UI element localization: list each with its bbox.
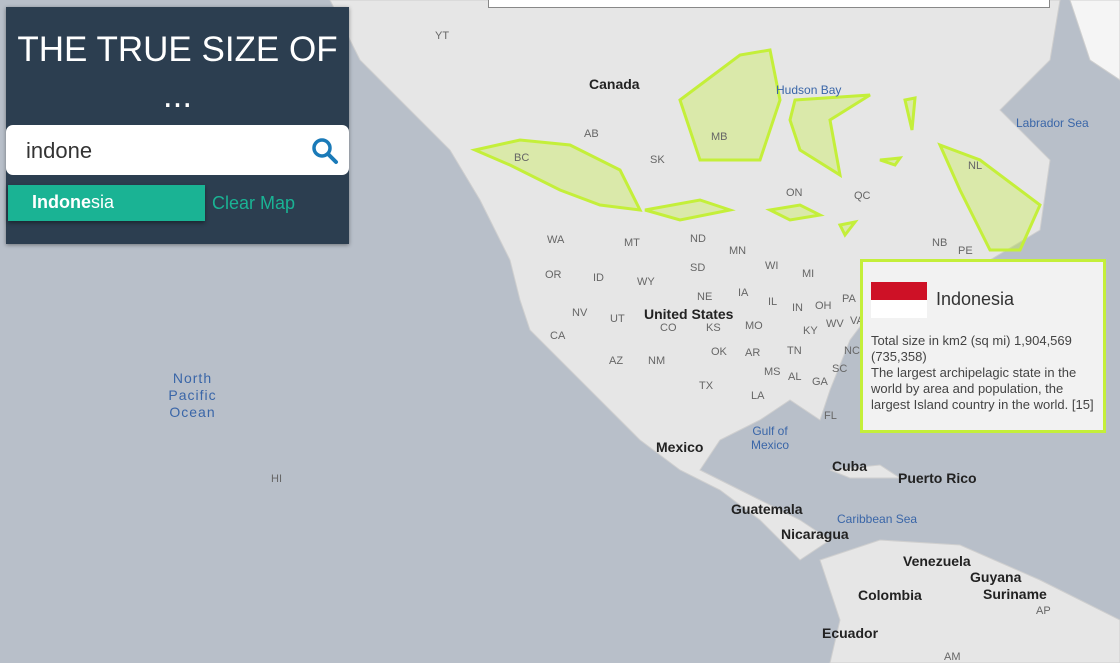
map-label: TN xyxy=(787,345,802,357)
map-label: NE xyxy=(697,291,713,303)
map-label: GA xyxy=(812,376,828,388)
map-label: UT xyxy=(610,313,625,325)
map-label: PA xyxy=(842,293,856,305)
suggestion-match: Indone xyxy=(32,192,91,212)
map-label: Gulf of Mexico xyxy=(750,424,789,452)
map-label: MT xyxy=(624,237,640,249)
map-label: PE xyxy=(958,245,973,257)
map-label: OK xyxy=(711,346,727,358)
map-label: TX xyxy=(699,380,714,392)
map-label: Caribbean Sea xyxy=(837,512,918,526)
map-label: QC xyxy=(854,190,871,202)
search-icon[interactable] xyxy=(311,137,339,165)
search-box xyxy=(6,125,349,175)
map-label: Ecuador xyxy=(822,625,879,641)
search-input[interactable] xyxy=(24,135,308,167)
java-shape xyxy=(644,198,736,222)
map-label: Hudson Bay xyxy=(776,83,842,97)
map-label: KY xyxy=(803,325,818,337)
map-label: FL xyxy=(824,410,837,422)
map-label: Puerto Rico xyxy=(898,470,977,486)
map-label: OR xyxy=(545,269,562,281)
map-label: YT xyxy=(435,30,450,42)
map-label: Cuba xyxy=(832,458,867,474)
map-label: AB xyxy=(584,128,599,140)
map-label: North Pacific Ocean xyxy=(168,370,217,420)
map-label: Mexico xyxy=(656,439,704,455)
suggestion-rest: sia xyxy=(91,192,115,212)
map-label: AM xyxy=(944,651,961,663)
map-label: NL xyxy=(968,160,983,172)
map-label: BC xyxy=(514,152,530,164)
map-label: Nicaragua xyxy=(781,526,849,542)
map-label: United States xyxy=(644,306,734,322)
map-label: MS xyxy=(764,366,781,378)
map-label: ON xyxy=(786,187,803,199)
map-label: Venezuela xyxy=(903,553,971,569)
map-label: LA xyxy=(751,390,765,402)
greenland-land xyxy=(1069,0,1120,81)
indonesia-flag-icon xyxy=(871,282,927,318)
map-label: Labrador Sea xyxy=(1016,116,1089,130)
map-label: WA xyxy=(547,234,565,246)
map-label: ND xyxy=(690,233,706,245)
map-label: MI xyxy=(802,268,815,280)
map-label: NB xyxy=(932,237,948,249)
cuba-land xyxy=(829,464,902,479)
top-overlay-box xyxy=(488,0,1050,8)
app-title: THE TRUE SIZE OF ... xyxy=(17,30,338,115)
north-america-land xyxy=(329,0,1061,561)
map-label: AP xyxy=(1036,605,1051,617)
suggestion-indonesia[interactable]: Indonesia xyxy=(8,185,205,221)
map-label: NV xyxy=(572,307,588,319)
info-country-name: Indonesia xyxy=(936,289,1015,309)
map-label: MB xyxy=(711,131,728,143)
map-label: ID xyxy=(593,272,604,284)
sumatra-shape xyxy=(470,138,643,212)
papua-shape xyxy=(937,142,1042,252)
map-label: SD xyxy=(690,262,706,274)
map-label: Guyana xyxy=(970,569,1022,585)
map-label: Guatemala xyxy=(731,501,803,517)
map-label: Canada xyxy=(589,76,640,92)
south-america-land xyxy=(819,539,1120,663)
map-label: WI xyxy=(765,260,779,272)
map-label: CA xyxy=(550,330,566,342)
islands-shape xyxy=(765,96,917,238)
map-label: MO xyxy=(745,320,763,332)
map-label: CO xyxy=(660,322,677,334)
map-label: IL xyxy=(768,296,778,308)
map-label: Suriname xyxy=(983,586,1047,602)
map-label: IA xyxy=(738,287,749,299)
info-size: Total size in km2 (sq mi) 1,904,569 (735… xyxy=(871,333,1072,364)
country-info-popup: Indonesia Total size in km2 (sq mi) 1,90… xyxy=(860,259,1106,433)
map-label: KS xyxy=(706,322,721,334)
land xyxy=(329,0,1120,663)
map-label: OH xyxy=(815,300,832,312)
map-label: IN xyxy=(792,302,803,314)
map-label: AZ xyxy=(609,355,624,367)
map-label: SC xyxy=(832,363,848,375)
map-label: Colombia xyxy=(858,587,922,603)
map-label: NM xyxy=(648,355,666,367)
search-panel: THE TRUE SIZE OF ... Indonesia Clear Map xyxy=(6,7,349,244)
map-label: WY xyxy=(637,276,655,288)
clear-map-button[interactable]: Clear Map xyxy=(212,193,296,213)
map-label: SK xyxy=(650,154,665,166)
map-label: MN xyxy=(729,245,747,257)
info-description: The largest archipelagic state in the wo… xyxy=(871,365,1094,412)
info-text: Total size in km2 (sq mi) 1,904,569 (735… xyxy=(871,333,1097,413)
map-label: HI xyxy=(271,473,282,485)
sulawesi-shape xyxy=(788,93,871,179)
indonesia-overlay xyxy=(470,48,1042,252)
map-label: NC xyxy=(844,345,860,357)
map-label: AR xyxy=(745,347,761,359)
borneo-shape xyxy=(678,48,782,162)
map-label: WV xyxy=(826,318,844,330)
map-label: AL xyxy=(788,371,802,383)
